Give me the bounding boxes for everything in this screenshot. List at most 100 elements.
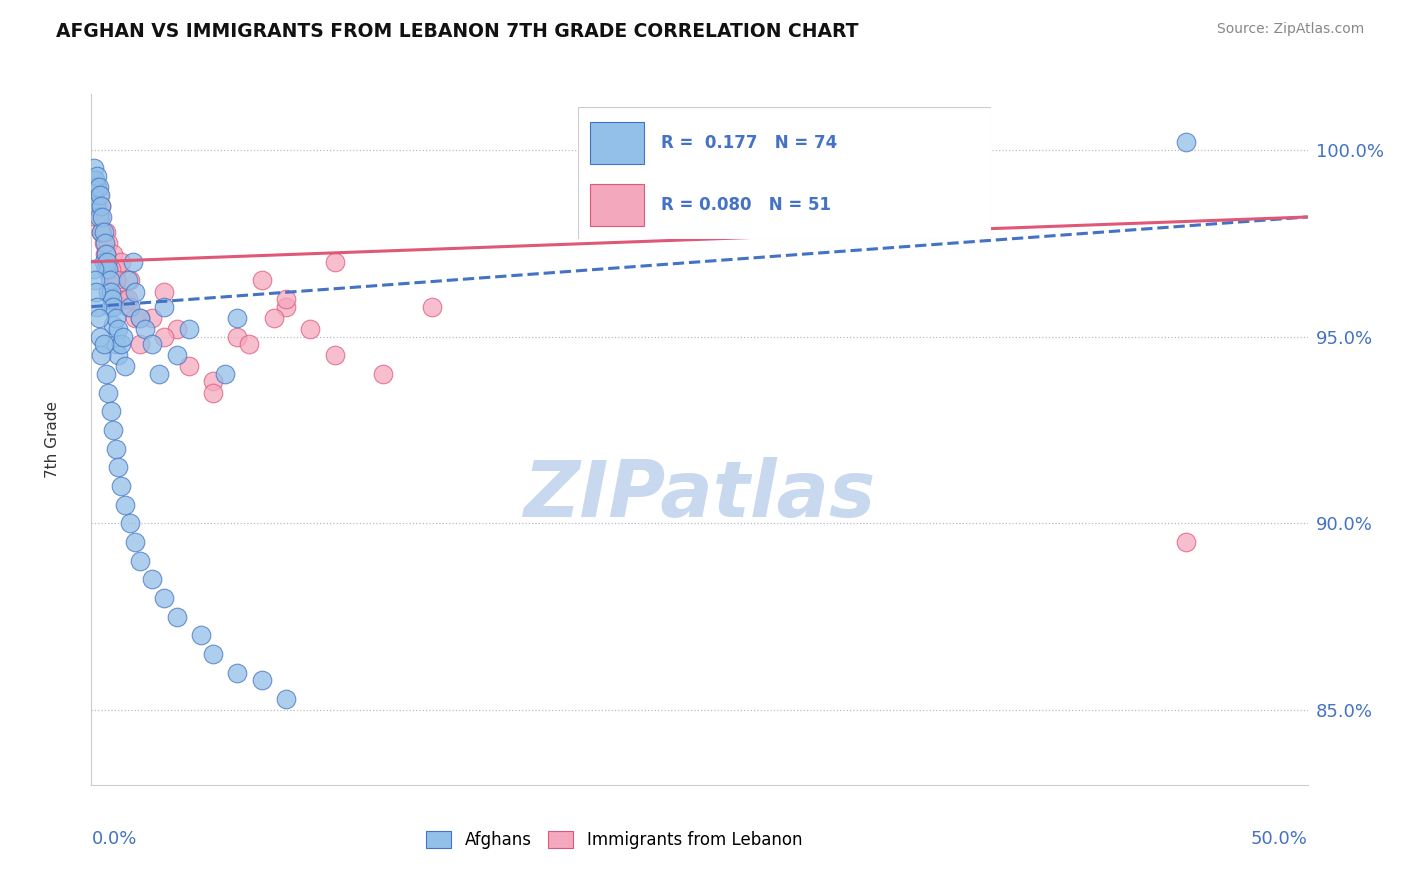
Point [107,460,129,475]
Point [100,300,122,314]
Point [94,247,117,261]
Point [226,665,249,680]
Point [97,385,120,400]
Point [107,348,129,362]
Point [84,180,107,194]
Point [89,210,111,224]
Point [100,404,122,418]
Text: 7th Grade: 7th Grade [45,401,60,478]
Point [124,285,146,299]
Point [98,262,121,277]
Point [153,329,176,343]
Point [141,310,163,325]
Point [83,187,105,202]
Point [202,375,225,389]
Point [84,199,107,213]
Point [90,225,112,239]
Point [129,310,152,325]
Point [94,262,117,277]
Point [104,310,127,325]
Point [190,628,212,642]
Point [107,285,129,299]
Point [250,673,273,688]
Point [98,273,121,287]
Point [96,255,118,269]
Point [94,236,117,251]
Point [129,310,152,325]
Point [110,255,132,269]
Point [323,255,346,269]
Point [91,225,114,239]
Point [299,322,322,336]
Point [134,322,156,336]
Point [114,292,136,306]
Point [111,329,134,343]
Point [86,180,108,194]
Point [84,172,107,186]
Point [87,187,110,202]
Point [274,292,297,306]
Point [93,236,115,251]
Point [103,318,125,333]
Point [226,329,249,343]
Point [323,348,346,362]
Point [129,337,152,351]
Point [101,292,124,306]
Point [107,322,129,336]
Point [100,273,122,287]
Point [83,161,105,176]
Point [166,322,188,336]
Point [1175,135,1198,149]
Point [87,180,110,194]
Point [1175,535,1198,549]
Point [97,262,120,277]
Point [101,292,124,306]
Text: Source: ZipAtlas.com: Source: ZipAtlas.com [1216,22,1364,37]
Text: ZIPatlas: ZIPatlas [523,457,876,533]
Point [90,199,112,213]
Text: 50.0%: 50.0% [1251,830,1308,848]
Text: 0.0%: 0.0% [91,830,136,848]
Point [226,310,249,325]
Point [84,285,107,299]
Point [103,247,125,261]
Point [274,692,297,706]
Point [166,609,188,624]
Point [89,187,111,202]
Point [94,247,117,261]
Point [177,322,200,336]
Point [90,225,112,239]
Point [83,262,105,277]
Point [90,348,112,362]
Point [100,262,122,277]
Point [93,255,115,269]
Point [91,210,114,224]
Point [120,516,142,531]
Point [250,273,273,287]
Point [124,535,146,549]
Point [94,247,117,261]
Point [84,273,107,287]
Point [86,300,108,314]
Point [104,337,127,351]
Point [100,285,122,299]
Point [87,310,110,325]
Point [121,255,143,269]
Point [117,300,139,314]
Point [86,169,108,183]
Point [129,554,152,568]
Point [117,292,139,306]
Point [94,225,117,239]
Point [238,337,260,351]
Point [153,300,176,314]
Point [120,273,142,287]
Point [117,273,139,287]
Point [104,262,127,277]
Legend: Afghans, Immigrants from Lebanon: Afghans, Immigrants from Lebanon [420,824,808,856]
Point [93,337,115,351]
Point [87,210,110,224]
Point [148,367,170,381]
Point [202,385,225,400]
Point [114,359,136,374]
Point [120,300,142,314]
